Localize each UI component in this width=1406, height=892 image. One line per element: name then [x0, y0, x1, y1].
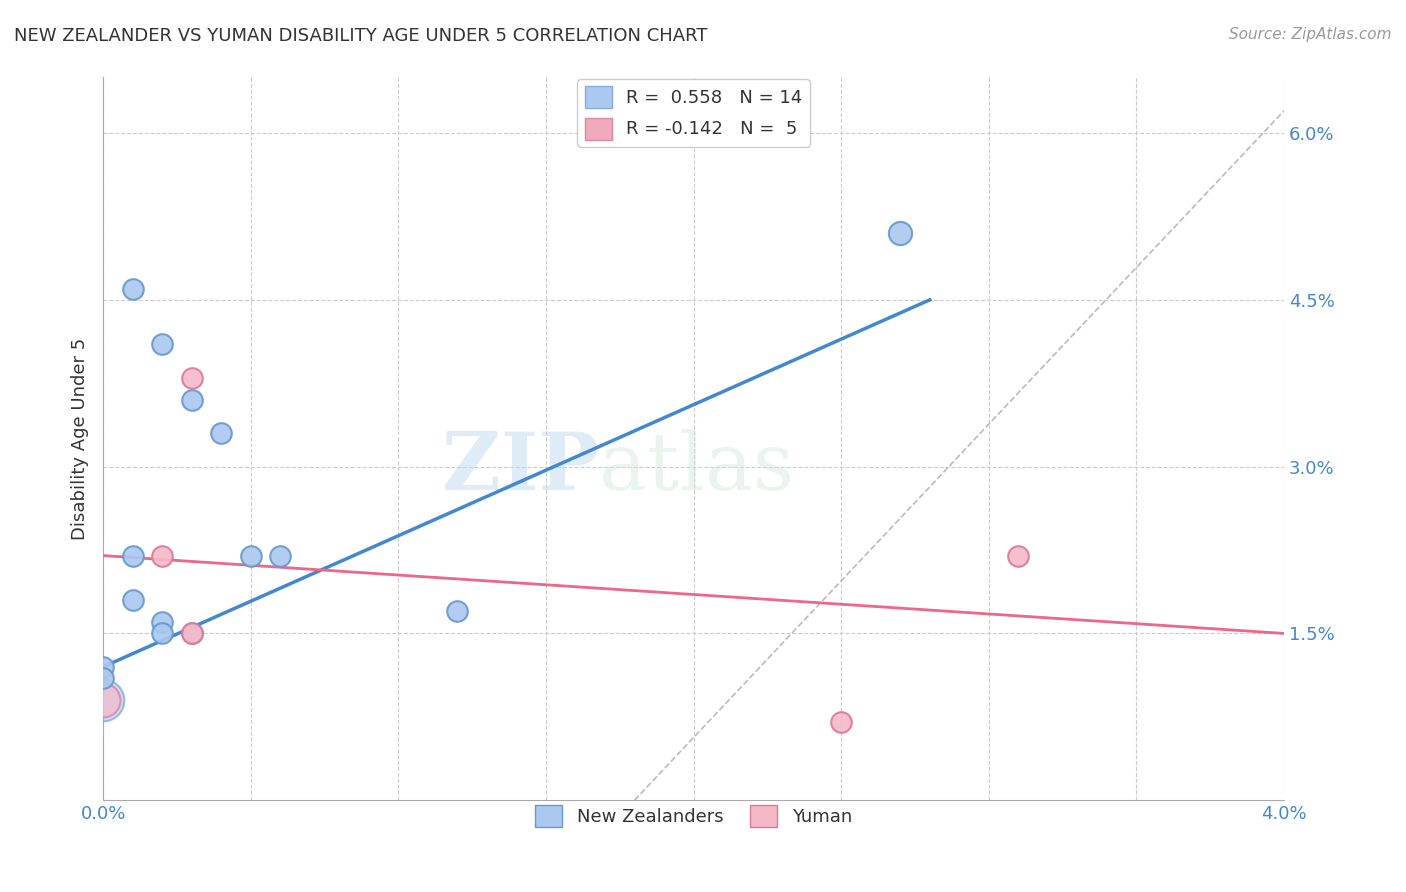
- Point: [121, 549, 143, 563]
- Point: [121, 282, 143, 296]
- Point: [1007, 549, 1029, 563]
- Legend: New Zealanders, Yuman: New Zealanders, Yuman: [527, 798, 859, 835]
- Point: [180, 626, 202, 640]
- Point: [91, 693, 114, 707]
- Point: [91, 671, 114, 685]
- Point: [269, 549, 291, 563]
- Point: [180, 392, 202, 407]
- Point: [889, 226, 911, 240]
- Point: [239, 549, 262, 563]
- Point: [91, 660, 114, 674]
- Point: [830, 715, 852, 730]
- Text: atlas: atlas: [599, 429, 794, 507]
- Y-axis label: Disability Age Under 5: Disability Age Under 5: [72, 338, 89, 540]
- Point: [446, 604, 468, 618]
- Point: [150, 615, 173, 630]
- Point: [150, 549, 173, 563]
- Point: [91, 693, 114, 707]
- Point: [180, 626, 202, 640]
- Point: [150, 337, 173, 351]
- Point: [150, 626, 173, 640]
- Text: ZIP: ZIP: [441, 429, 599, 507]
- Point: [121, 593, 143, 607]
- Point: [209, 426, 232, 441]
- Text: NEW ZEALANDER VS YUMAN DISABILITY AGE UNDER 5 CORRELATION CHART: NEW ZEALANDER VS YUMAN DISABILITY AGE UN…: [14, 27, 707, 45]
- Text: Source: ZipAtlas.com: Source: ZipAtlas.com: [1229, 27, 1392, 42]
- Point: [180, 370, 202, 384]
